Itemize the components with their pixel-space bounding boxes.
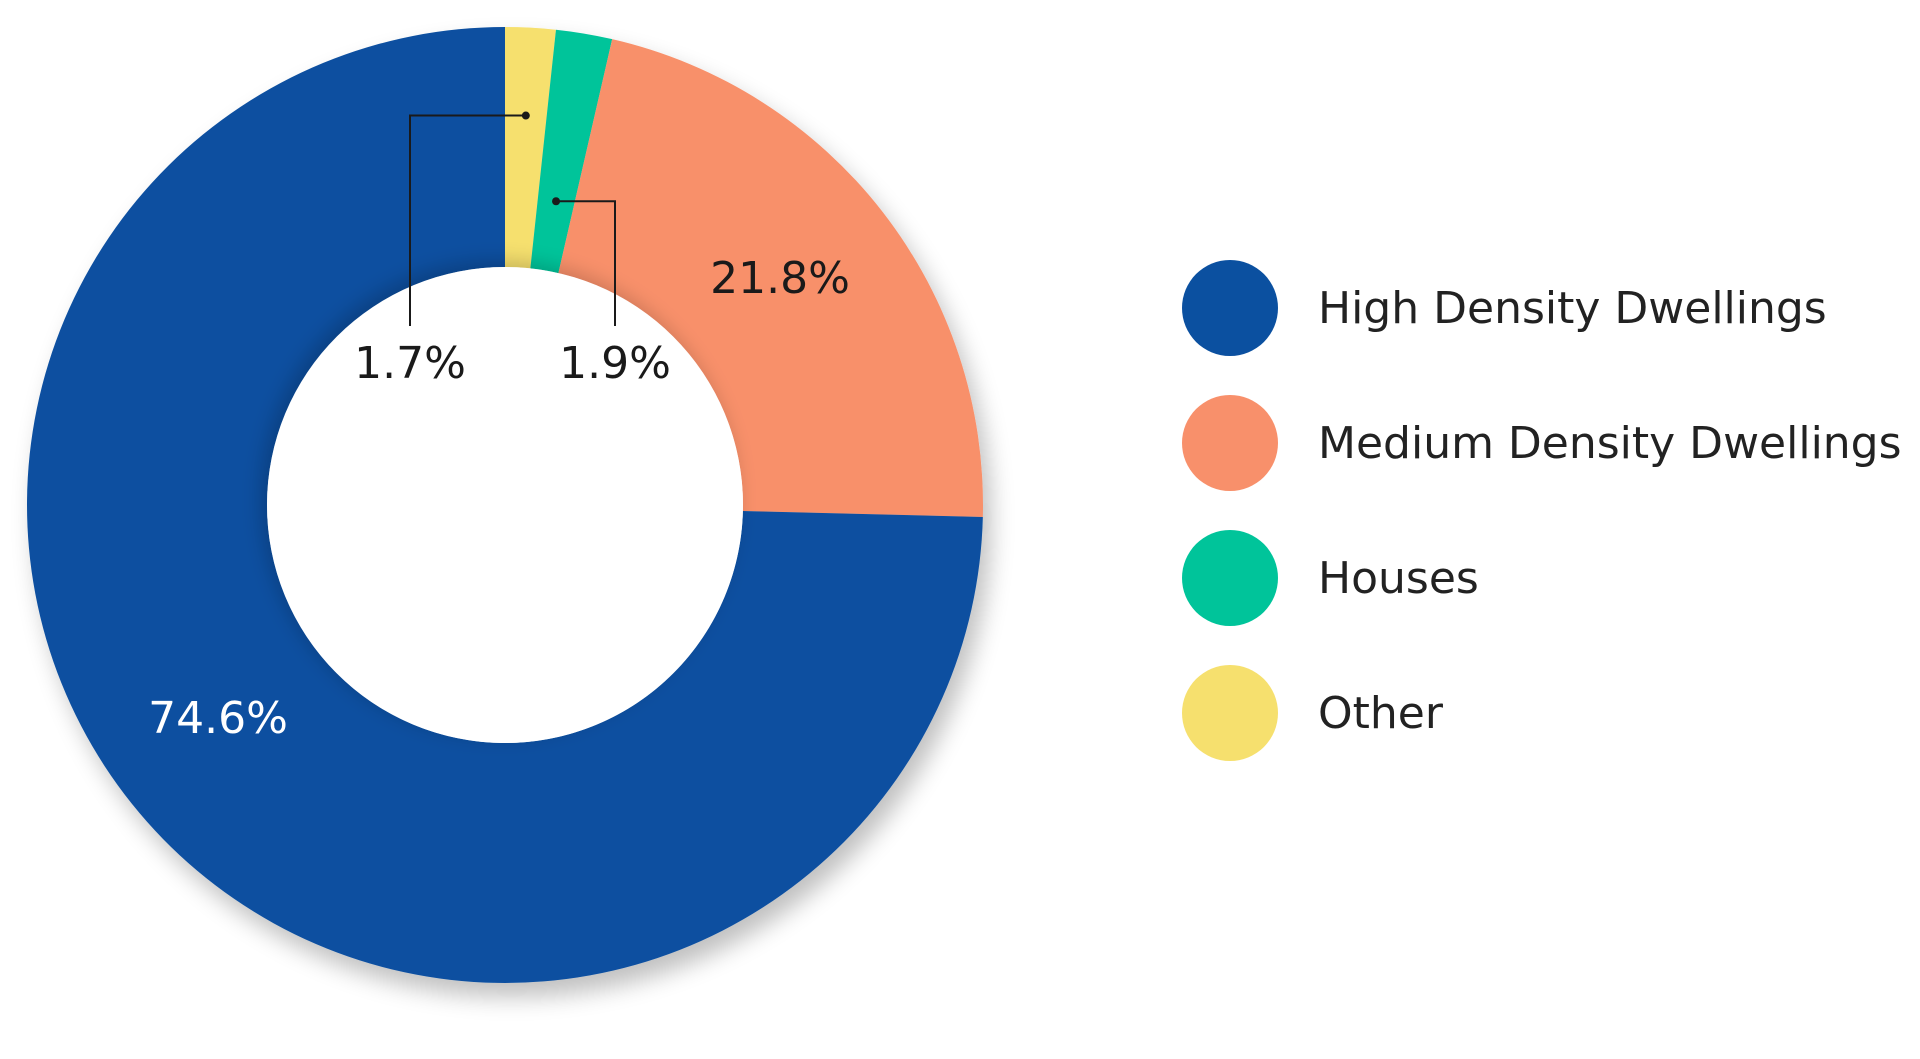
legend-item-high-density-dwellings: High Density Dwellings	[1182, 260, 1827, 356]
legend-swatch	[1182, 665, 1278, 761]
legend-label: High Density Dwellings	[1318, 283, 1827, 334]
slice-label-other: 1.7%	[354, 338, 466, 389]
donut-hole	[267, 267, 743, 743]
slice-labels: 1.7% 1.9% 21.8% 74.6%	[148, 253, 850, 744]
slice-label-medium-density-dwellings: 21.8%	[710, 253, 850, 304]
slice-label-houses: 1.9%	[559, 338, 671, 389]
leader-line-other	[409, 114, 526, 326]
slice-other	[505, 27, 556, 269]
leader-dot-houses	[552, 197, 561, 206]
legend-swatch	[1182, 530, 1278, 626]
legend-item-medium-density-dwellings: Medium Density Dwellings	[1182, 395, 1902, 491]
legend-label: Other	[1318, 688, 1444, 739]
slice-medium-density-dwellings	[558, 39, 983, 518]
leader-line-houses	[556, 200, 616, 326]
slice-high-density-dwellings	[26, 27, 983, 983]
leader-dot-other	[521, 111, 530, 120]
slice-label-high-density-dwellings: 74.6%	[148, 693, 288, 744]
legend-item-houses: Houses	[1182, 530, 1479, 626]
donut-slices	[26, 27, 983, 983]
legend-label: Houses	[1318, 553, 1479, 604]
legend-swatch	[1182, 260, 1278, 356]
legend-item-other: Other	[1182, 665, 1444, 761]
legend: High Density Dwellings Medium Density Dwe…	[1182, 260, 1902, 761]
legend-swatch	[1182, 395, 1278, 491]
legend-label: Medium Density Dwellings	[1318, 418, 1902, 469]
leader-lines	[409, 111, 616, 326]
slice-houses	[530, 29, 613, 274]
